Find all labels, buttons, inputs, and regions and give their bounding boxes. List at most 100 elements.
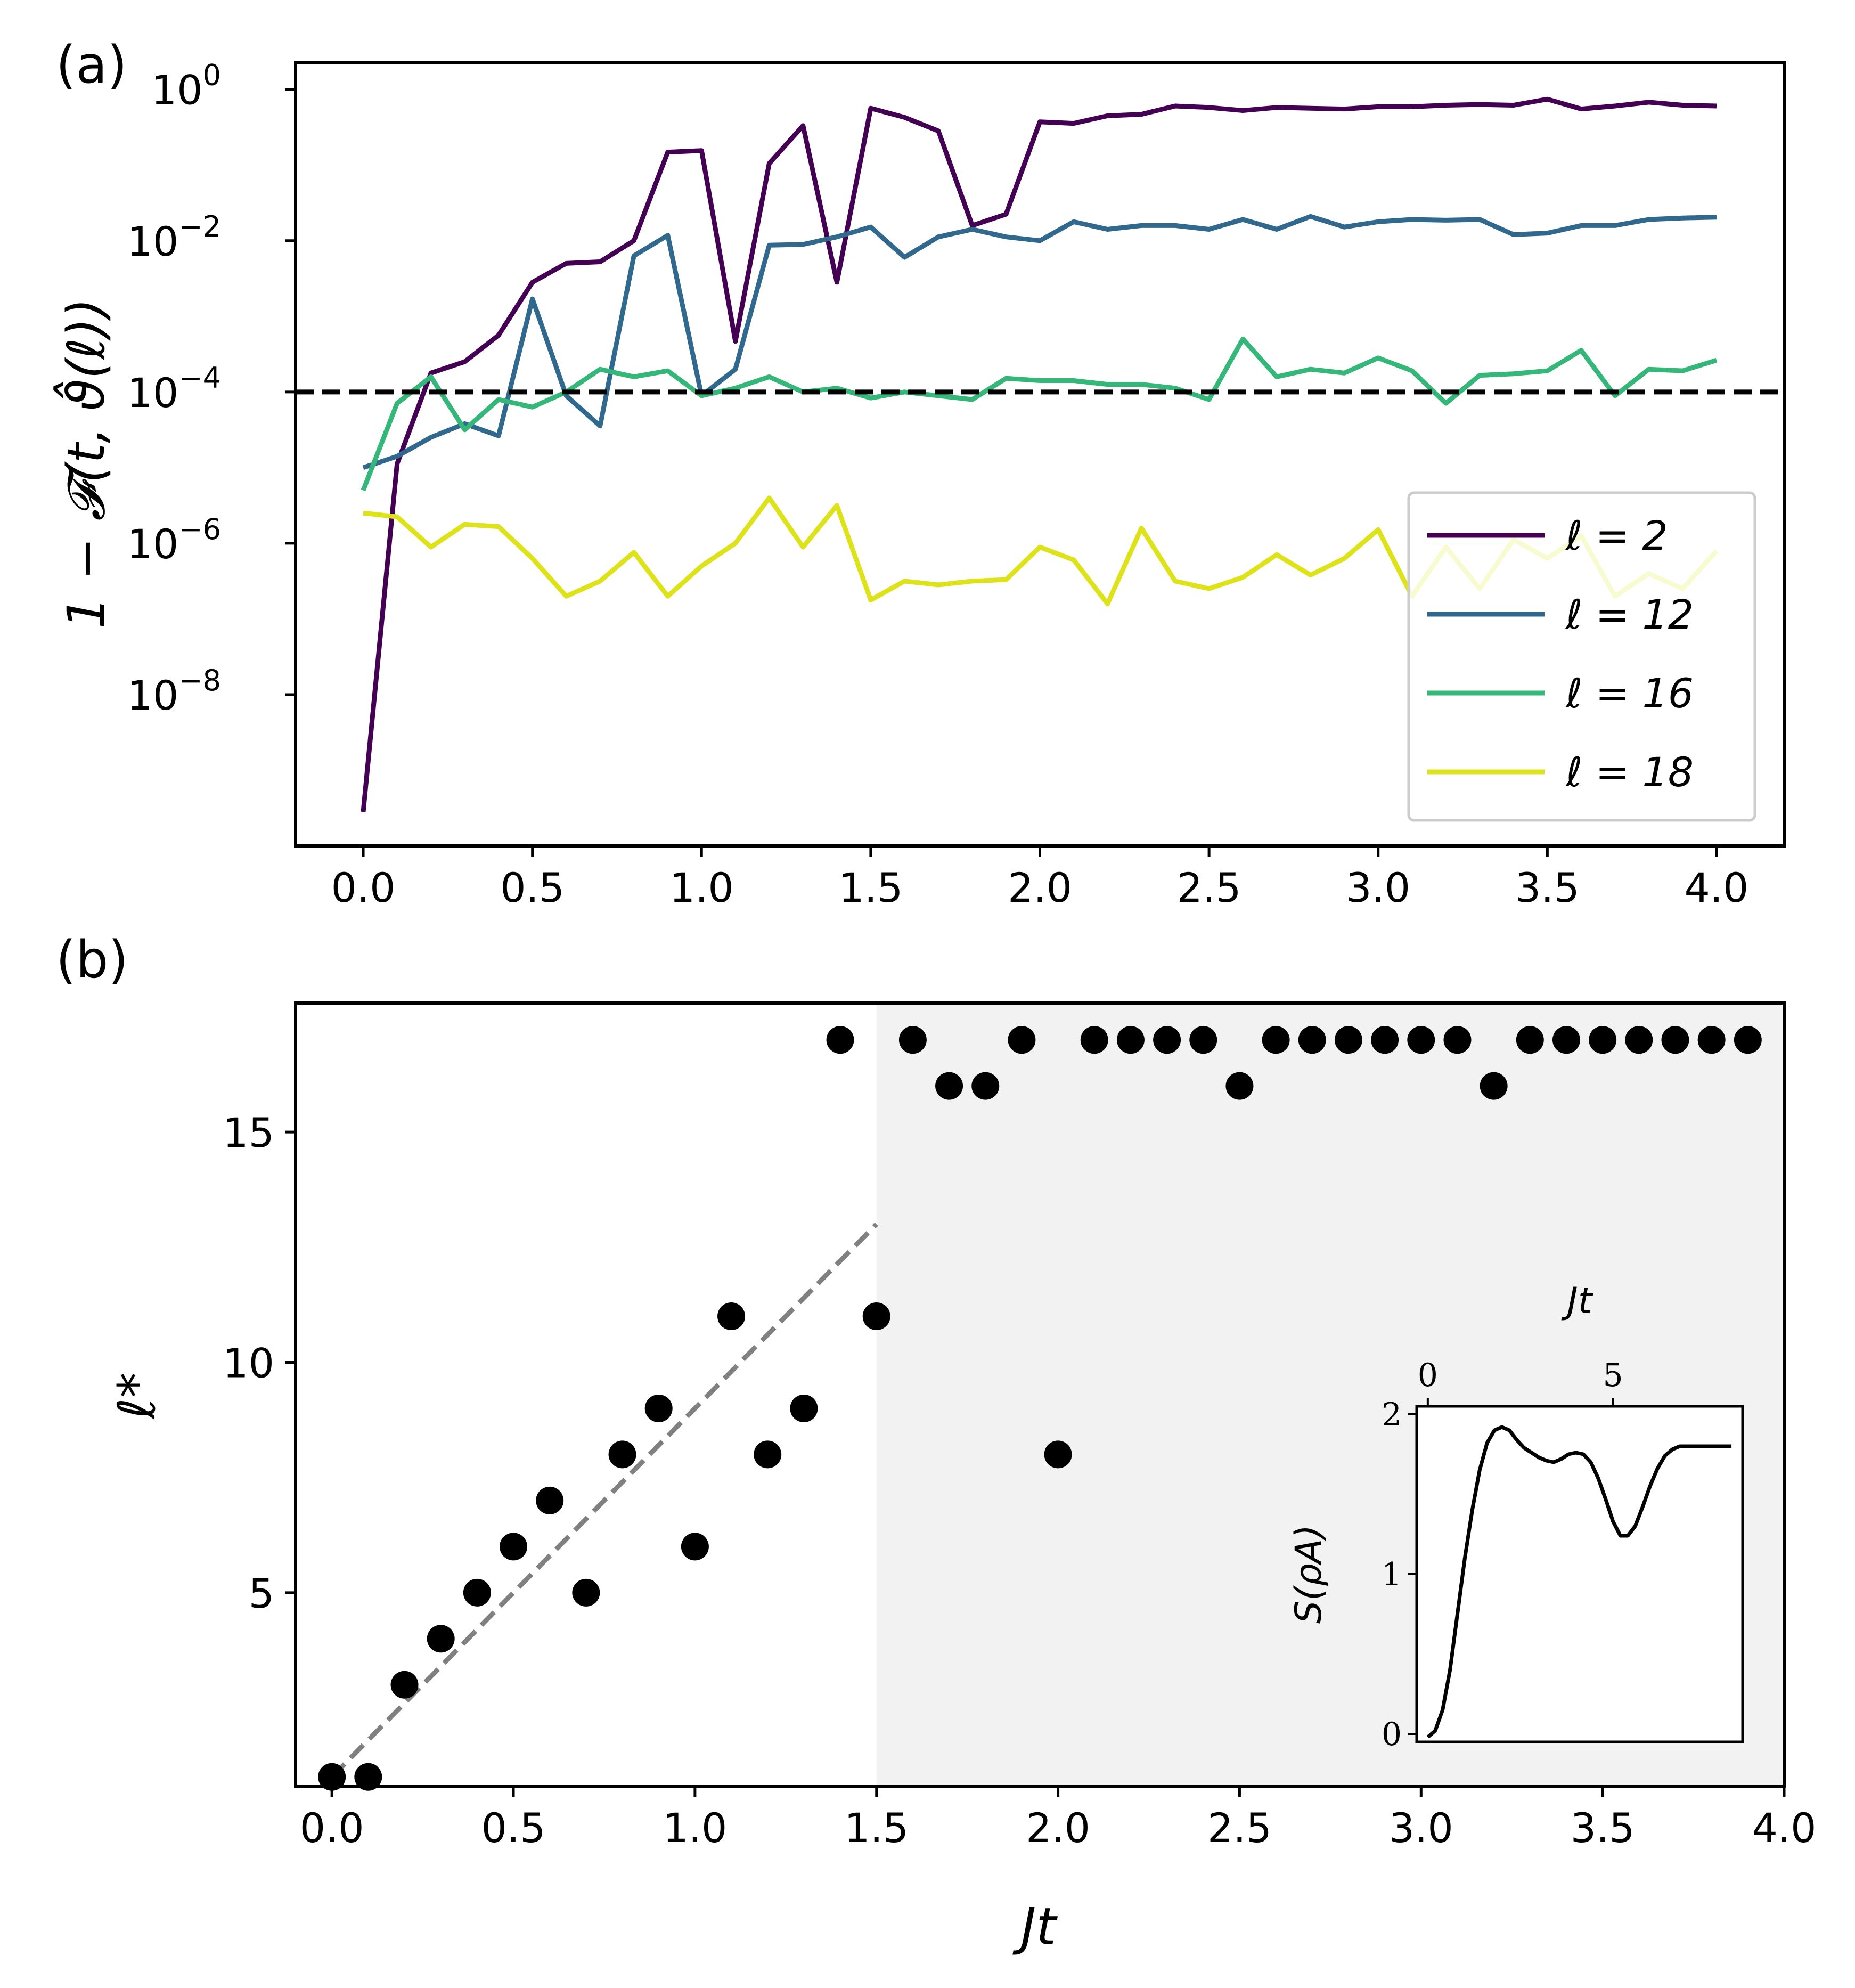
data-point (427, 1625, 455, 1653)
x-tick-label: 3.5 (1515, 864, 1580, 911)
data-point (935, 1072, 963, 1100)
x-tick-label: 3.5 (1571, 1804, 1635, 1852)
inset-series-line (1426, 1425, 1732, 1739)
panel-b-x-axis: 0.0 0.5 1.0 1.5 2.0 2.5 3.0 3.5 4.0 (300, 1786, 1817, 1852)
data-point (500, 1533, 528, 1561)
data-point (1371, 1026, 1399, 1054)
x-tick-label: 2.5 (1207, 1804, 1272, 1852)
inset-y-tick-label: 0 (1382, 1716, 1402, 1753)
data-point (1516, 1026, 1544, 1054)
data-point (1008, 1026, 1036, 1054)
legend-entry-label: ℓ = 18 (1565, 748, 1694, 796)
panel-b-y-axis: 5 10 15 (223, 1109, 296, 1617)
data-point (318, 1763, 346, 1791)
data-point (644, 1394, 673, 1422)
data-point (717, 1302, 746, 1330)
data-point (790, 1394, 818, 1422)
data-point (354, 1763, 382, 1791)
x-tick-label: 4.0 (1752, 1804, 1817, 1852)
legend-box (1407, 491, 1756, 822)
inset-y-axis: 0 1 2 (1382, 1396, 1417, 1753)
data-point (536, 1486, 564, 1514)
x-tick-label: 3.0 (1346, 864, 1410, 911)
series-line-1 (362, 214, 1717, 470)
x-tick-label: 2.5 (1177, 864, 1241, 911)
data-point (1153, 1026, 1181, 1054)
data-point (681, 1533, 709, 1561)
data-point (1480, 1072, 1508, 1100)
inset-y-tick-label: 2 (1382, 1396, 1402, 1433)
y-tick-label: 5 (249, 1570, 274, 1617)
data-point (1116, 1026, 1145, 1054)
y-tick-label: 10−4 (127, 361, 221, 417)
data-point (826, 1026, 854, 1054)
panel-b-y-label: ℓ* (107, 1372, 167, 1420)
x-tick-label: 1.0 (669, 864, 734, 911)
panel-b-frame (294, 1001, 1786, 1788)
y-tick-label: 10−8 (127, 664, 221, 719)
x-tick-label: 0.0 (300, 1804, 364, 1852)
inset-x-tick-label: 5 (1603, 1357, 1623, 1394)
x-tick-label: 0.5 (481, 1804, 546, 1852)
data-point (1262, 1026, 1290, 1054)
inset-x-tick-label: 0 (1418, 1357, 1438, 1394)
legend-entry-label: ℓ = 2 (1565, 512, 1668, 559)
x-tick-label: 1.5 (838, 864, 903, 911)
data-point (862, 1302, 890, 1330)
inset-y-label: S(ρA) (1288, 1525, 1330, 1624)
panel-a-legend: ℓ = 2 ℓ = 12 ℓ = 16 ℓ = 18 (1407, 491, 1756, 822)
inset-plot-area (1426, 1425, 1732, 1739)
data-point (1334, 1026, 1362, 1054)
inset-background (1417, 1406, 1743, 1742)
panel-a-y-label: 1 − 𝓕(t, ϑ̂(ℓ)) (54, 298, 116, 629)
data-point (390, 1671, 419, 1699)
data-point (1298, 1026, 1326, 1054)
data-point (1407, 1026, 1435, 1054)
inset-y-tick-label: 1 (1382, 1556, 1402, 1593)
series-line-0 (361, 96, 1717, 812)
y-tick-label: 15 (223, 1109, 274, 1156)
data-point (572, 1578, 600, 1607)
data-point (1625, 1026, 1653, 1054)
data-point (1661, 1026, 1689, 1054)
y-tick-label: 10 (223, 1339, 274, 1387)
y-tick-label: 100 (151, 59, 221, 114)
data-point (1044, 1440, 1072, 1469)
data-point (1080, 1026, 1108, 1054)
x-tick-label: 1.5 (844, 1804, 909, 1852)
series-line-2 (361, 336, 1718, 492)
data-point (971, 1072, 1000, 1100)
panel-a-x-axis: 0.0 0.5 1.0 1.5 2.0 2.5 3.0 3.5 4.0 (331, 846, 1749, 911)
fit-line (330, 1222, 878, 1779)
panel-a-label: (a) (56, 35, 127, 95)
data-point (1552, 1026, 1580, 1054)
panel-a-y-axis: 100 10−2 10−4 10−6 10−8 (127, 59, 296, 719)
x-tick-label: 0.5 (500, 864, 565, 911)
data-point (463, 1578, 491, 1607)
y-tick-label: 10−2 (127, 210, 221, 265)
data-point (1589, 1026, 1617, 1054)
data-point (1225, 1072, 1254, 1100)
x-tick-label: 2.0 (1026, 1804, 1090, 1852)
x-tick-label: 2.0 (1008, 864, 1072, 911)
x-tick-label: 0.0 (331, 864, 396, 911)
x-tick-label: 1.0 (663, 1804, 727, 1852)
data-point (1189, 1026, 1217, 1054)
panel-b-x-label: Jt (1012, 1897, 1058, 1957)
x-tick-label: 4.0 (1685, 864, 1749, 911)
y-tick-label: 10−6 (127, 512, 221, 568)
data-point (1443, 1026, 1472, 1054)
x-tick-label: 3.0 (1389, 1804, 1453, 1852)
data-point (608, 1440, 636, 1469)
legend-entry-label: ℓ = 12 (1565, 591, 1694, 638)
data-point (1697, 1026, 1726, 1054)
data-point (898, 1026, 927, 1054)
data-point (1734, 1026, 1762, 1054)
panel-b-label: (b) (56, 930, 128, 990)
legend-entry-label: ℓ = 16 (1565, 670, 1694, 717)
data-point (754, 1440, 782, 1469)
panel-a: (a) 0.0 0.5 1.0 1.5 2.0 2.5 3.0 3.5 4.0 10010−21… (54, 35, 1786, 911)
